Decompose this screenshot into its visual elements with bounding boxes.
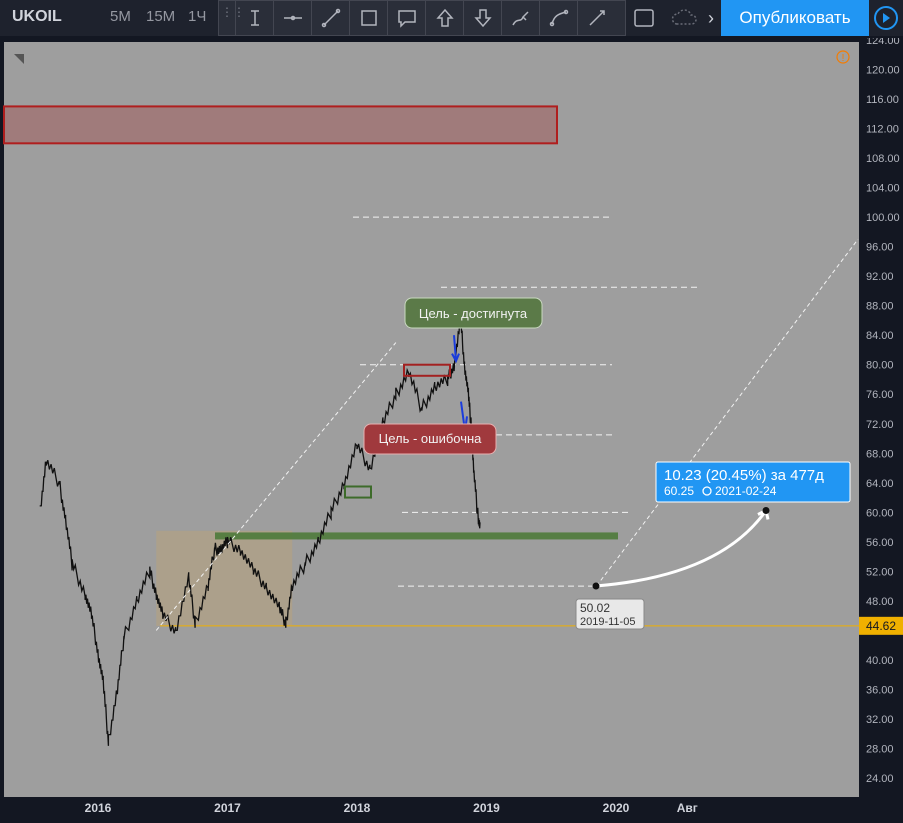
y-tick-label: 60.00	[866, 507, 894, 519]
clock-icon	[702, 486, 712, 496]
y-tick-label: 72.00	[866, 419, 894, 431]
cloud-icon[interactable]	[670, 6, 700, 30]
time-axis	[0, 797, 859, 823]
publish-button[interactable]: Опубликовать	[721, 0, 869, 36]
timeframe-1h[interactable]: 1Ч	[188, 8, 207, 25]
y-tick-label: 124.00	[866, 38, 900, 47]
projection-end-point	[762, 506, 770, 514]
rectangle-icon[interactable]	[632, 6, 656, 30]
alert-icon	[836, 50, 850, 64]
chevron-right-icon[interactable]: ›	[708, 7, 714, 28]
y-tick-label: 36.00	[866, 684, 894, 696]
horizontal-line-icon[interactable]	[273, 1, 311, 35]
arrow-up-icon[interactable]	[425, 1, 463, 35]
x-tick-label: 2018	[344, 801, 371, 815]
cursor-text-icon[interactable]	[235, 1, 273, 35]
y-tick-label: 24.00	[866, 773, 894, 785]
y-tick-label: 80.00	[866, 360, 894, 372]
top-toolbar: UKOIL 5М 15М 1Ч ⋮⋮ › Опубликовать	[0, 0, 903, 36]
y-tick-label: 84.00	[866, 330, 894, 342]
plot-area	[4, 42, 859, 797]
y-tick-label: 96.00	[866, 242, 894, 254]
alert-mark: !	[842, 53, 845, 64]
x-tick-label: Авг	[677, 801, 698, 815]
drawing-toolbar: ⋮⋮	[218, 0, 626, 36]
y-tick-label: 64.00	[866, 478, 894, 490]
ray-icon[interactable]	[577, 1, 615, 35]
projection-arc	[595, 509, 768, 588]
y-tick-label: 48.00	[866, 596, 894, 608]
rectangle-select-icon[interactable]	[349, 1, 387, 35]
callout-icon[interactable]	[387, 1, 425, 35]
y-tick-label: 112.00	[866, 124, 899, 136]
brush-icon[interactable]	[501, 1, 539, 35]
y-tick-label: 104.00	[866, 183, 900, 195]
projection-start-box	[575, 598, 645, 630]
symbol-label[interactable]: UKOIL	[12, 8, 62, 25]
price-chart[interactable]: 24.00 28.00 32.00 36.00 40.00 48.00 52.00 56.00…	[0, 38, 903, 823]
projection-ray	[596, 238, 859, 587]
target-wrong-label: Цель - ошибочна	[379, 431, 483, 446]
y-tick-label: 108.00	[866, 153, 900, 165]
y-tick-label: 52.00	[866, 566, 894, 578]
support-zone	[215, 532, 618, 540]
projection-start-point	[592, 582, 600, 590]
y-tick-label: 92.00	[866, 271, 894, 283]
target-wrong-callout	[363, 423, 497, 455]
x-tick-label: 2020	[603, 801, 630, 815]
x-tick-label: 2019	[473, 801, 500, 815]
timeframe-15m[interactable]: 15М	[146, 8, 176, 25]
current-price-badge	[859, 616, 903, 635]
arrow-down-icon[interactable]	[463, 1, 501, 35]
y-tick-label: 32.00	[866, 714, 894, 726]
y-tick-label: 28.00	[866, 743, 894, 755]
drag-handle-icon[interactable]: ⋮⋮	[221, 5, 245, 19]
y-tick-label: 40.00	[866, 655, 894, 667]
price-axis	[859, 38, 903, 823]
current-price-label: 44.62	[866, 619, 896, 633]
y-tick-label: 88.00	[866, 301, 894, 313]
y-tick-label: 68.00	[866, 448, 894, 460]
projection-change-text: 10.23 (20.45%) за 477д	[664, 467, 824, 484]
y-tick-label: 120.00	[866, 65, 900, 77]
projection-end-value: 60.25	[664, 484, 694, 498]
buy-zone-box	[344, 485, 372, 499]
projection-start-value: 50.02	[580, 601, 610, 615]
sell-zone-box	[403, 363, 451, 377]
y-tick-label: 76.00	[866, 389, 894, 401]
y-tick-label: 116.00	[866, 94, 899, 106]
target-reached-label: Цель - достигнута	[419, 306, 528, 321]
trend-line-icon[interactable]	[311, 1, 349, 35]
play-icon[interactable]	[872, 4, 900, 32]
price-series	[39, 318, 481, 746]
x-tick-label: 2017	[214, 801, 241, 815]
y-tick-label: 56.00	[866, 537, 894, 549]
target-reached-callout	[404, 297, 543, 329]
down-arrow-icon	[451, 335, 460, 364]
resistance-zone	[3, 105, 558, 145]
projection-info-box	[655, 461, 851, 503]
path-icon[interactable]	[539, 1, 577, 35]
collapse-icon	[14, 54, 24, 64]
projection-start-date: 2019-11-05	[580, 616, 635, 628]
timeframe-5m[interactable]: 5М	[110, 8, 131, 25]
projection-end-date: 2021-02-24	[715, 484, 777, 498]
x-tick-label: 2016	[85, 801, 112, 815]
y-tick-label: 100.00	[866, 212, 900, 224]
